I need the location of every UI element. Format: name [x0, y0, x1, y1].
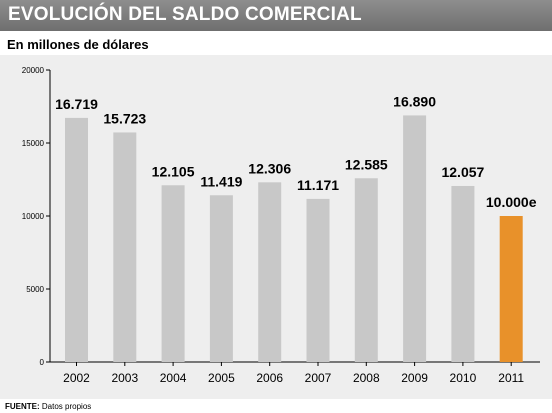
y-tick-label: 15000 — [22, 139, 45, 148]
x-tick-label: 2007 — [305, 371, 332, 385]
x-tick-label: 2002 — [63, 371, 90, 385]
bar — [403, 115, 427, 362]
data-label: 12.585 — [345, 156, 388, 172]
bar-highlight — [499, 216, 523, 362]
y-tick-label: 5000 — [26, 285, 44, 294]
data-label: 16.890 — [393, 93, 436, 109]
x-tick-label: 2004 — [160, 371, 187, 385]
source-note: FUENTE: Datos propios — [5, 402, 91, 411]
chart-subtitle: En millones de dólares — [7, 37, 149, 52]
y-tick-label: 20000 — [22, 66, 45, 75]
bar — [306, 198, 330, 362]
bar — [209, 195, 233, 362]
bar — [451, 185, 475, 362]
data-label: 12.057 — [441, 164, 484, 180]
bar — [258, 182, 282, 362]
bar — [65, 117, 88, 362]
source-text: Datos propios — [41, 402, 92, 411]
x-tick-label: 2005 — [208, 371, 235, 385]
data-label: 16.719 — [55, 96, 98, 112]
data-label: 12.306 — [248, 160, 291, 176]
x-tick-label: 2008 — [353, 371, 380, 385]
x-tick-label: 2006 — [256, 371, 283, 385]
data-label: 11.419 — [200, 173, 242, 189]
data-label: 12.105 — [152, 163, 195, 179]
data-label: 15.723 — [103, 110, 146, 126]
x-tick-label: 2011 — [498, 371, 524, 385]
y-tick-label: 0 — [40, 358, 45, 367]
bar — [113, 132, 137, 362]
x-tick-label: 2010 — [450, 371, 477, 385]
data-label: 11.171 — [297, 177, 339, 193]
x-tick-label: 2003 — [111, 371, 138, 385]
data-label: 10.000e — [486, 194, 537, 210]
bar — [354, 178, 378, 362]
chart-title: EVOLUCIÓN DEL SALDO COMERCIAL — [8, 4, 362, 25]
y-tick-label: 10000 — [22, 212, 45, 221]
x-tick-label: 2009 — [401, 371, 428, 385]
title-bar: EVOLUCIÓN DEL SALDO COMERCIAL — [0, 0, 552, 31]
bar — [161, 185, 185, 362]
source-label: FUENTE: — [5, 402, 40, 411]
